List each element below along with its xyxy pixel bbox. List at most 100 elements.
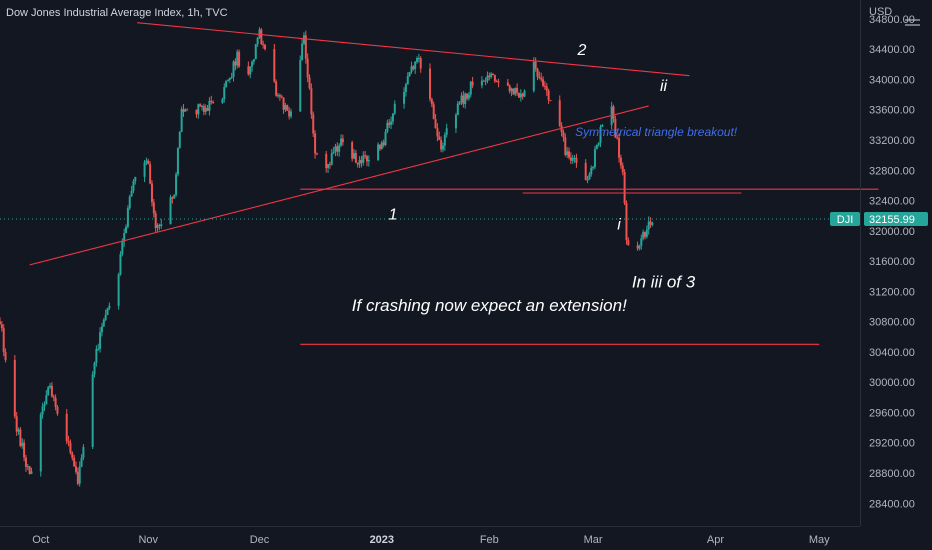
currency-label: USD <box>869 6 892 18</box>
candle-body <box>362 155 365 163</box>
candle-body <box>176 147 179 175</box>
candle-body <box>627 240 630 246</box>
candle-body <box>180 109 183 132</box>
candle-body <box>299 60 302 112</box>
candle-body <box>273 49 276 82</box>
candle-body <box>99 332 102 349</box>
y-tick-label: 34000.00 <box>869 74 915 86</box>
candle-body <box>104 314 107 320</box>
candle-body <box>408 72 411 77</box>
last-price-label: 32155.99 <box>869 214 915 226</box>
annotation-label: If crashing now expect an extension! <box>352 296 627 315</box>
candle-body <box>39 414 42 472</box>
candle-body <box>364 155 367 157</box>
candle-body <box>134 176 137 182</box>
candle-body <box>97 348 100 350</box>
y-tick-label: 32400.00 <box>869 196 915 208</box>
menu-icon[interactable] <box>905 19 920 26</box>
candle-body <box>490 73 493 78</box>
candle-body <box>23 442 26 458</box>
candle-body <box>417 58 420 60</box>
candle-body <box>202 106 205 112</box>
candle-body <box>221 99 224 103</box>
candle-body <box>647 221 650 230</box>
candle-body <box>616 137 619 139</box>
y-tick-label: 32800.00 <box>869 165 915 177</box>
x-tick-label: Nov <box>138 534 158 546</box>
candle-body <box>210 100 213 102</box>
trendline-triangle-bottom[interactable] <box>29 105 649 266</box>
candle-body <box>278 95 281 97</box>
candle-body <box>486 75 489 81</box>
candle-body <box>284 105 287 110</box>
candle-body <box>519 93 522 98</box>
annotation-label: In iii of 3 <box>632 273 696 292</box>
candle-body <box>262 43 265 46</box>
trendline-triangle-top[interactable] <box>137 22 690 77</box>
time-axis[interactable]: Oct Nov Dec 2023 Feb Mar Apr May <box>32 534 830 546</box>
candle-body <box>0 321 1 325</box>
candle-body <box>545 86 548 91</box>
y-tick-label: 28800.00 <box>869 468 915 480</box>
candle-body <box>258 29 261 38</box>
candle-body <box>334 146 337 152</box>
candle-body <box>493 75 496 82</box>
candle-body <box>150 183 153 203</box>
candle-body <box>644 232 646 237</box>
candle-body <box>43 404 46 407</box>
candle-body <box>315 153 318 155</box>
candle-body <box>17 429 20 432</box>
y-tick-label: 34400.00 <box>869 44 915 56</box>
candle-body <box>391 113 394 122</box>
candle-body <box>438 136 441 140</box>
candle-body <box>73 457 76 467</box>
candle-body <box>149 164 152 184</box>
candle-body <box>466 93 469 99</box>
symbol-tag[interactable]: DJI <box>830 212 860 227</box>
candle-body <box>288 110 291 117</box>
candle-body <box>410 66 413 73</box>
candle-body <box>640 238 643 246</box>
candle-body <box>175 174 178 195</box>
candle-body <box>543 85 546 87</box>
candle-body <box>327 164 330 168</box>
candle-body <box>618 138 621 158</box>
candle-body <box>492 73 495 76</box>
candle-body <box>325 153 328 168</box>
candle-body <box>384 131 387 146</box>
candle-body <box>232 61 235 77</box>
candle-body <box>562 131 565 138</box>
candle-body <box>569 157 572 161</box>
candle-body <box>76 471 79 484</box>
candle-body <box>93 362 96 375</box>
candle-body <box>80 457 83 467</box>
candle-body <box>636 245 639 249</box>
y-tick-label: 31200.00 <box>869 286 915 298</box>
candle-body <box>91 374 94 447</box>
candle-body <box>147 160 150 165</box>
candle-body <box>441 145 444 150</box>
candle-body <box>301 43 304 61</box>
candle-body <box>510 88 513 92</box>
candle-body <box>260 29 263 44</box>
candle-body <box>126 208 129 227</box>
candle-body <box>406 76 409 85</box>
candle-body <box>612 106 615 119</box>
candle-body <box>256 37 259 45</box>
candle-body <box>289 111 292 117</box>
y-tick-label: 31600.00 <box>869 256 915 268</box>
candle-body <box>625 203 628 241</box>
candle-body <box>13 360 16 417</box>
candle-body <box>488 75 491 78</box>
candle-body <box>549 100 552 102</box>
candle-body <box>508 85 511 92</box>
candle-body <box>480 80 483 86</box>
price-axis[interactable]: 34800.00 34400.00 34000.00 33600.00 33200.00… <box>869 14 915 510</box>
candle-body <box>15 416 18 432</box>
candle-body <box>645 229 648 237</box>
candle-body <box>356 162 359 165</box>
candle-body <box>434 119 437 129</box>
candle-body <box>414 61 417 70</box>
candle-body <box>173 194 176 199</box>
